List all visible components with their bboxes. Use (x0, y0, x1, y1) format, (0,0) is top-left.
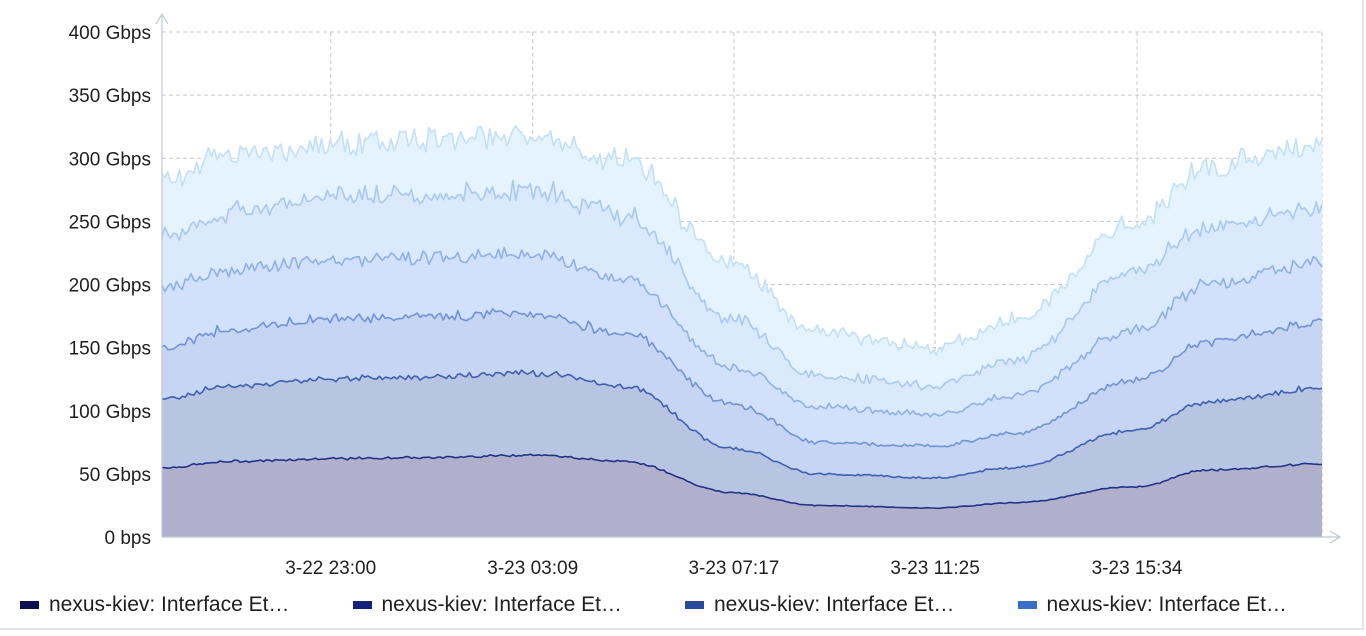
x-tick-label: 3-23 07:17 (688, 558, 779, 579)
series-area (162, 308, 1322, 479)
x-axis-ticks: 3-22 23:00 3-23 03:09 3-23 07:17 3-23 11:25… (285, 558, 1183, 579)
x-tick-label: 3-23 15:34 (1092, 558, 1183, 579)
series-line (161, 179, 1323, 391)
series-line (161, 453, 1323, 510)
x-axis-arrow (1329, 530, 1342, 544)
series-line (161, 125, 1323, 356)
legend-swatch (20, 601, 39, 609)
legend-item[interactable]: nexus-kiev: Interface Et… (685, 593, 1018, 617)
y-tick-label: 150 Gbps (69, 339, 151, 360)
legend-label: nexus-kiev: Interface Et… (714, 593, 955, 616)
x-tick-label: 3-23 03:09 (487, 558, 578, 579)
y-tick-label: 250 Gbps (69, 212, 151, 233)
y-tick-label: 400 Gbps (69, 23, 151, 44)
x-tick-label: 3-23 11:25 (890, 558, 979, 579)
y-axis-ticks: 0 bps 50 Gbps 100 Gbps 150 Gbps 200 Gbps 250 … (69, 23, 151, 549)
y-tick-label: 200 Gbps (69, 276, 151, 297)
y-tick-label: 50 Gbps (79, 465, 151, 486)
y-axis-arrow (155, 12, 169, 25)
legend-swatch (1017, 601, 1037, 609)
axes (155, 12, 1342, 544)
legend: nexus-kiev: Interface Et… nexus-kiev: In… (20, 588, 1350, 622)
legend-item[interactable]: nexus-kiev: Interface Et… (1017, 593, 1351, 617)
x-tick-label: 3-22 23:00 (285, 558, 376, 579)
series-area (162, 454, 1322, 537)
series-line (161, 307, 1323, 448)
legend-label: nexus-kiev: Interface Et… (1046, 593, 1287, 616)
legend-swatch (685, 601, 704, 609)
series-area (162, 180, 1322, 417)
y-tick-label: 350 Gbps (69, 86, 151, 107)
y-tick-label: 100 Gbps (69, 402, 151, 423)
series-line (161, 369, 1323, 480)
series-area (162, 125, 1322, 390)
legend-item[interactable]: nexus-kiev: Interface Et… (352, 593, 686, 617)
series-areas (161, 125, 1323, 537)
legend-swatch (352, 601, 372, 609)
series-area (162, 247, 1322, 447)
legend-label: nexus-kiev: Interface Et… (381, 593, 622, 616)
stacked-area-chart: 0 bps 50 Gbps 100 Gbps 150 Gbps 200 Gbps 250 … (69, 12, 1342, 579)
legend-item[interactable]: nexus-kiev: Interface Et… (20, 593, 353, 617)
series-area (162, 370, 1322, 509)
y-tick-label: 0 bps (105, 528, 151, 549)
series-line (161, 247, 1323, 418)
legend-label: nexus-kiev: Interface Et… (49, 593, 290, 616)
y-tick-label: 300 Gbps (69, 149, 151, 170)
